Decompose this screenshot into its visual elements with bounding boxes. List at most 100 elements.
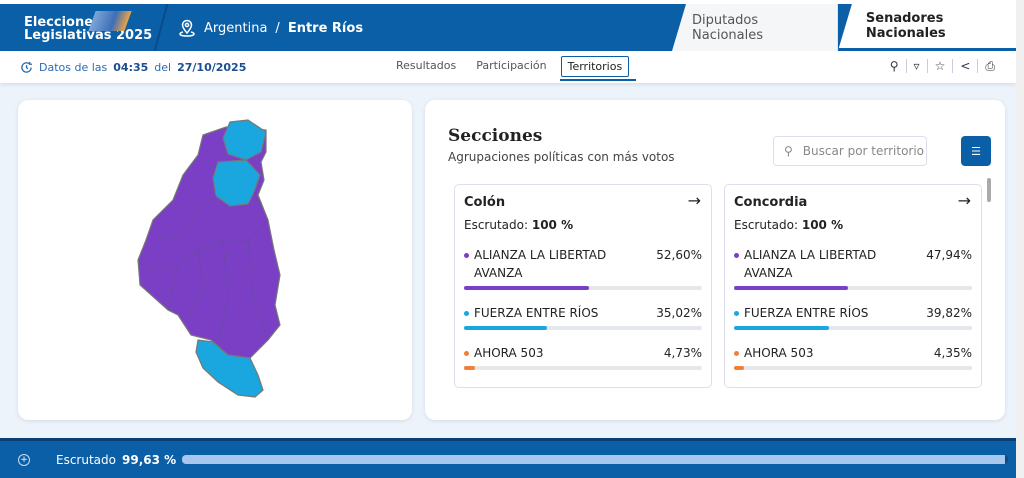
party-name: ALIANZA LA LIBERTAD AVANZA	[744, 248, 877, 280]
divider	[153, 4, 169, 51]
party-bar-fill	[734, 286, 849, 290]
data-timestamp: Datos de las 04:35 del 27/10/2025	[20, 61, 246, 74]
page-scrollbar[interactable]	[1016, 0, 1024, 478]
party-name: FUERZA ENTRE RÍOS	[744, 306, 869, 320]
party-row: ALIANZA LA LIBERTAD AVANZA 52,60%	[464, 246, 702, 290]
location-pin-icon	[179, 19, 195, 37]
escrutado-value: 99,63 %	[122, 452, 177, 467]
section-name: Colón	[464, 195, 506, 210]
party-color-dot	[734, 253, 739, 258]
party-row: AHORA 503 4,73%	[464, 344, 702, 370]
breadcrumb: Argentina / Entre Ríos	[178, 19, 363, 37]
section-card[interactable]: Concordia → Escrutado: 100 % ALIANZA LA L…	[724, 184, 982, 388]
province-map[interactable]	[18, 100, 412, 420]
party-row: AHORA 503 4,35%	[734, 344, 972, 370]
party-row: ALIANZA LA LIBERTAD AVANZA 47,94%	[734, 246, 972, 290]
sliders-icon: ☰	[971, 144, 981, 158]
map-region-cyan-north[interactable]	[222, 119, 267, 161]
party-color-dot	[464, 311, 469, 316]
escrutado-label: Escrutado:	[734, 218, 799, 232]
tab-diputados[interactable]: Diputados Nacionales	[672, 4, 838, 51]
party-bar	[734, 286, 972, 290]
secciones-title: Secciones	[448, 126, 543, 146]
map-region-cyan-south[interactable]	[195, 339, 264, 398]
party-bar	[734, 326, 972, 330]
search-icon: ⚲	[784, 144, 793, 158]
party-percent: 47,94%	[926, 248, 972, 262]
party-bar	[464, 286, 702, 290]
party-bar-fill	[464, 286, 590, 290]
nav-territorios[interactable]: Territorios	[560, 56, 630, 77]
party-bar	[464, 366, 702, 370]
filter-icon[interactable]: ▿	[905, 59, 927, 73]
section-escrutado: Escrutado: 100 %	[734, 218, 972, 232]
footer-progress: + Escrutado 99,63 %	[0, 438, 1016, 478]
territory-search-input[interactable]: ⚲ Buscar por territorio	[773, 136, 927, 166]
section-escrutado: Escrutado: 100 %	[464, 218, 702, 232]
party-name: AHORA 503	[744, 346, 814, 360]
breadcrumb-country[interactable]: Argentina	[204, 20, 268, 36]
logo-line1: Elecciones	[24, 15, 101, 30]
datos-time: 04:35	[113, 61, 149, 74]
party-row: FUERZA ENTRE RÍOS 35,02%	[464, 304, 702, 330]
party-color-dot	[464, 253, 469, 258]
party-name: AHORA 503	[474, 346, 544, 360]
share-icon[interactable]: <	[952, 59, 977, 73]
nav-resultados[interactable]: Resultados	[396, 59, 457, 72]
escrutado-label: Escrutado:	[464, 218, 529, 232]
map-region-purple[interactable]	[137, 126, 281, 359]
section-card[interactable]: Colón → Escrutado: 100 % ALIANZA LA LIBER…	[454, 184, 712, 388]
party-name: FUERZA ENTRE RÍOS	[474, 306, 599, 320]
breadcrumb-separator: /	[275, 20, 280, 36]
secciones-card: Secciones Agrupaciones políticas con más…	[425, 100, 1005, 420]
top-strip	[0, 0, 1024, 4]
party-name: ALIANZA LA LIBERTAD AVANZA	[474, 248, 607, 280]
party-percent: 39,82%	[926, 306, 972, 320]
print-icon[interactable]: ⎙	[977, 59, 1002, 73]
party-color-dot	[734, 351, 739, 356]
party-bar-fill	[734, 326, 829, 330]
subheader: Datos de las 04:35 del 27/10/2025 Resultado…	[0, 51, 1016, 83]
party-bar	[734, 366, 972, 370]
party-bar	[464, 326, 702, 330]
arrow-right-icon[interactable]: →	[687, 191, 701, 210]
view-nav: Resultados Participación Territorios	[390, 56, 636, 81]
ballot-icon	[88, 11, 132, 31]
map-region-cyan-center[interactable]	[212, 159, 261, 207]
search-placeholder: Buscar por territorio	[802, 144, 925, 158]
party-bar-fill	[734, 366, 745, 370]
secciones-subtitle: Agrupaciones políticas con más votos	[448, 150, 675, 164]
nav-participacion[interactable]: Participación	[476, 59, 547, 72]
party-percent: 52,60%	[656, 248, 702, 262]
party-color-dot	[734, 311, 739, 316]
party-percent: 4,35%	[933, 346, 972, 360]
scrollbar[interactable]	[987, 178, 991, 202]
datos-date: 27/10/2025	[177, 61, 247, 74]
section-name: Concordia	[734, 195, 808, 210]
refresh-clock-icon	[21, 61, 33, 73]
election-tabs: Diputados Nacionales Senadores Nacionale…	[672, 4, 1024, 51]
expand-icon[interactable]: +	[18, 453, 30, 466]
party-percent: 35,02%	[656, 306, 702, 320]
tab-senadores[interactable]: Senadores Nacionales	[837, 4, 1024, 51]
party-color-dot	[464, 351, 469, 356]
search-icon[interactable]: ⚲	[889, 59, 899, 73]
datos-prefix: Datos de las	[39, 61, 108, 74]
escrutado-label: Escrutado	[56, 452, 116, 467]
nav-active-indicator	[560, 79, 636, 81]
star-icon[interactable]: ☆	[926, 59, 953, 73]
escrutado-value: 100 %	[531, 218, 574, 232]
escrutado-value: 100 %	[801, 218, 844, 232]
breadcrumb-province: Entre Ríos	[287, 20, 364, 36]
logo[interactable]: Elecciones Legislativas 2025	[24, 16, 152, 42]
escrutado-progress-bar	[182, 455, 1009, 464]
party-percent: 4,73%	[663, 346, 702, 360]
filter-settings-button[interactable]: ☰	[961, 136, 991, 166]
map-card	[18, 100, 412, 420]
logo-line2: Legislativas 2025	[24, 28, 153, 43]
arrow-right-icon[interactable]: →	[957, 191, 971, 210]
party-row: FUERZA ENTRE RÍOS 39,82%	[734, 304, 972, 330]
party-bar-fill	[464, 366, 476, 370]
party-bar-fill	[464, 326, 548, 330]
datos-mid: del	[154, 61, 172, 74]
